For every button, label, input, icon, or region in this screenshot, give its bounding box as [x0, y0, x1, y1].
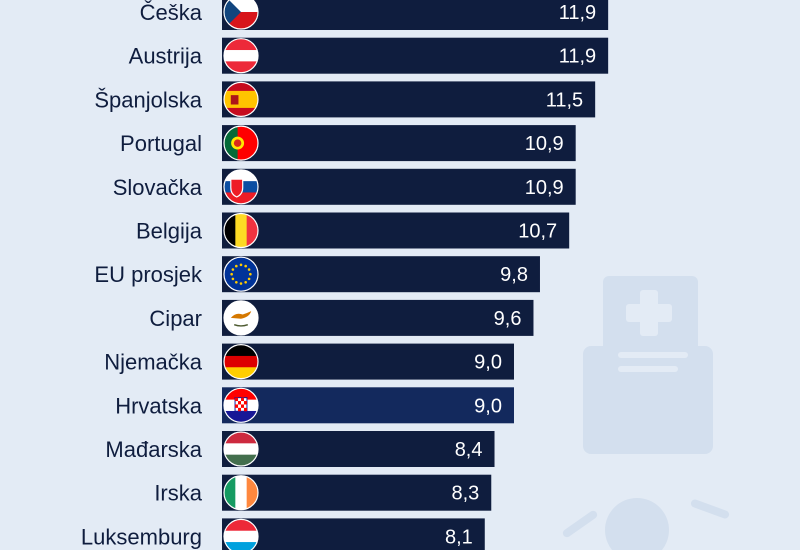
- value-label: 8,4: [455, 439, 483, 461]
- bar: [222, 387, 514, 424]
- bar-row: Njemačka 9,0: [104, 343, 514, 380]
- bar: [222, 256, 540, 293]
- category-label: Mađarska: [105, 437, 202, 462]
- slovakia-flag-icon: [223, 169, 259, 205]
- bar: [222, 474, 492, 511]
- category-label: Slovačka: [113, 175, 203, 200]
- bar-row: Belgija 10,7: [136, 212, 570, 249]
- value-label: 9,6: [494, 308, 522, 330]
- eu-flag-icon: [223, 256, 259, 292]
- bar: [222, 125, 576, 162]
- category-label: Španjolska: [94, 87, 202, 112]
- bar-row: Hrvatska 9,0: [115, 387, 514, 424]
- value-label: 10,7: [518, 221, 557, 243]
- bar: [222, 343, 514, 380]
- category-label: EU prosjek: [94, 262, 203, 287]
- category-label: Belgija: [136, 219, 203, 244]
- luxembourg-flag-icon: [223, 518, 259, 550]
- bar-row: Španjolska 11,5: [94, 81, 596, 118]
- czech-flag-icon: [223, 0, 259, 30]
- category-label: Austrija: [129, 44, 203, 69]
- value-label: 11,9: [559, 46, 596, 68]
- bar: [222, 0, 609, 30]
- austria-flag-icon: [223, 38, 259, 74]
- cyprus-flag-icon: [223, 300, 259, 336]
- category-label: Njemačka: [104, 350, 203, 375]
- value-label: 9,0: [474, 352, 502, 374]
- value-label: 10,9: [525, 177, 564, 199]
- value-label: 11,9: [559, 2, 596, 24]
- bar-row: Portugal 10,9: [120, 125, 576, 162]
- bar-row: Slovačka 10,9: [113, 168, 576, 205]
- category-label: Hrvatska: [115, 393, 203, 418]
- bar-row: Cipar 9,6: [149, 299, 534, 336]
- value-label: 11,5: [546, 89, 583, 111]
- croatia-flag-icon: [223, 387, 259, 423]
- bar-row: Mađarska 8,4: [105, 431, 495, 467]
- portugal-flag-icon: [223, 125, 259, 161]
- belgium-flag-icon: [223, 212, 259, 249]
- hungary-flag-icon: [223, 431, 259, 467]
- bar: [222, 81, 596, 118]
- bar-row: EU prosjek 9,8: [94, 256, 540, 293]
- ireland-flag-icon: [223, 475, 259, 511]
- value-label: 9,0: [474, 395, 502, 417]
- bar-row: Češka 11,9: [140, 0, 609, 30]
- bar: [222, 212, 570, 249]
- bar: [222, 168, 576, 205]
- value-label: 10,9: [525, 133, 564, 155]
- category-label: Irska: [154, 481, 202, 506]
- value-label: 8,3: [451, 483, 479, 505]
- bar: [222, 431, 495, 467]
- category-label: Češka: [140, 0, 203, 25]
- category-label: Portugal: [120, 131, 202, 156]
- bar-row: Luksemburg 8,1: [81, 518, 485, 550]
- category-label: Luksemburg: [81, 524, 202, 549]
- category-label: Cipar: [149, 306, 202, 331]
- bar-row: Austrija 11,9: [129, 37, 609, 74]
- value-label: 8,1: [445, 526, 473, 548]
- germany-flag-icon: [223, 344, 259, 380]
- bar-row: Irska 8,3: [154, 474, 492, 511]
- bar: [222, 518, 485, 550]
- bar: [222, 37, 609, 74]
- value-label: 9,8: [500, 264, 528, 286]
- bar: [222, 299, 534, 336]
- spain-flag-icon: [223, 81, 259, 118]
